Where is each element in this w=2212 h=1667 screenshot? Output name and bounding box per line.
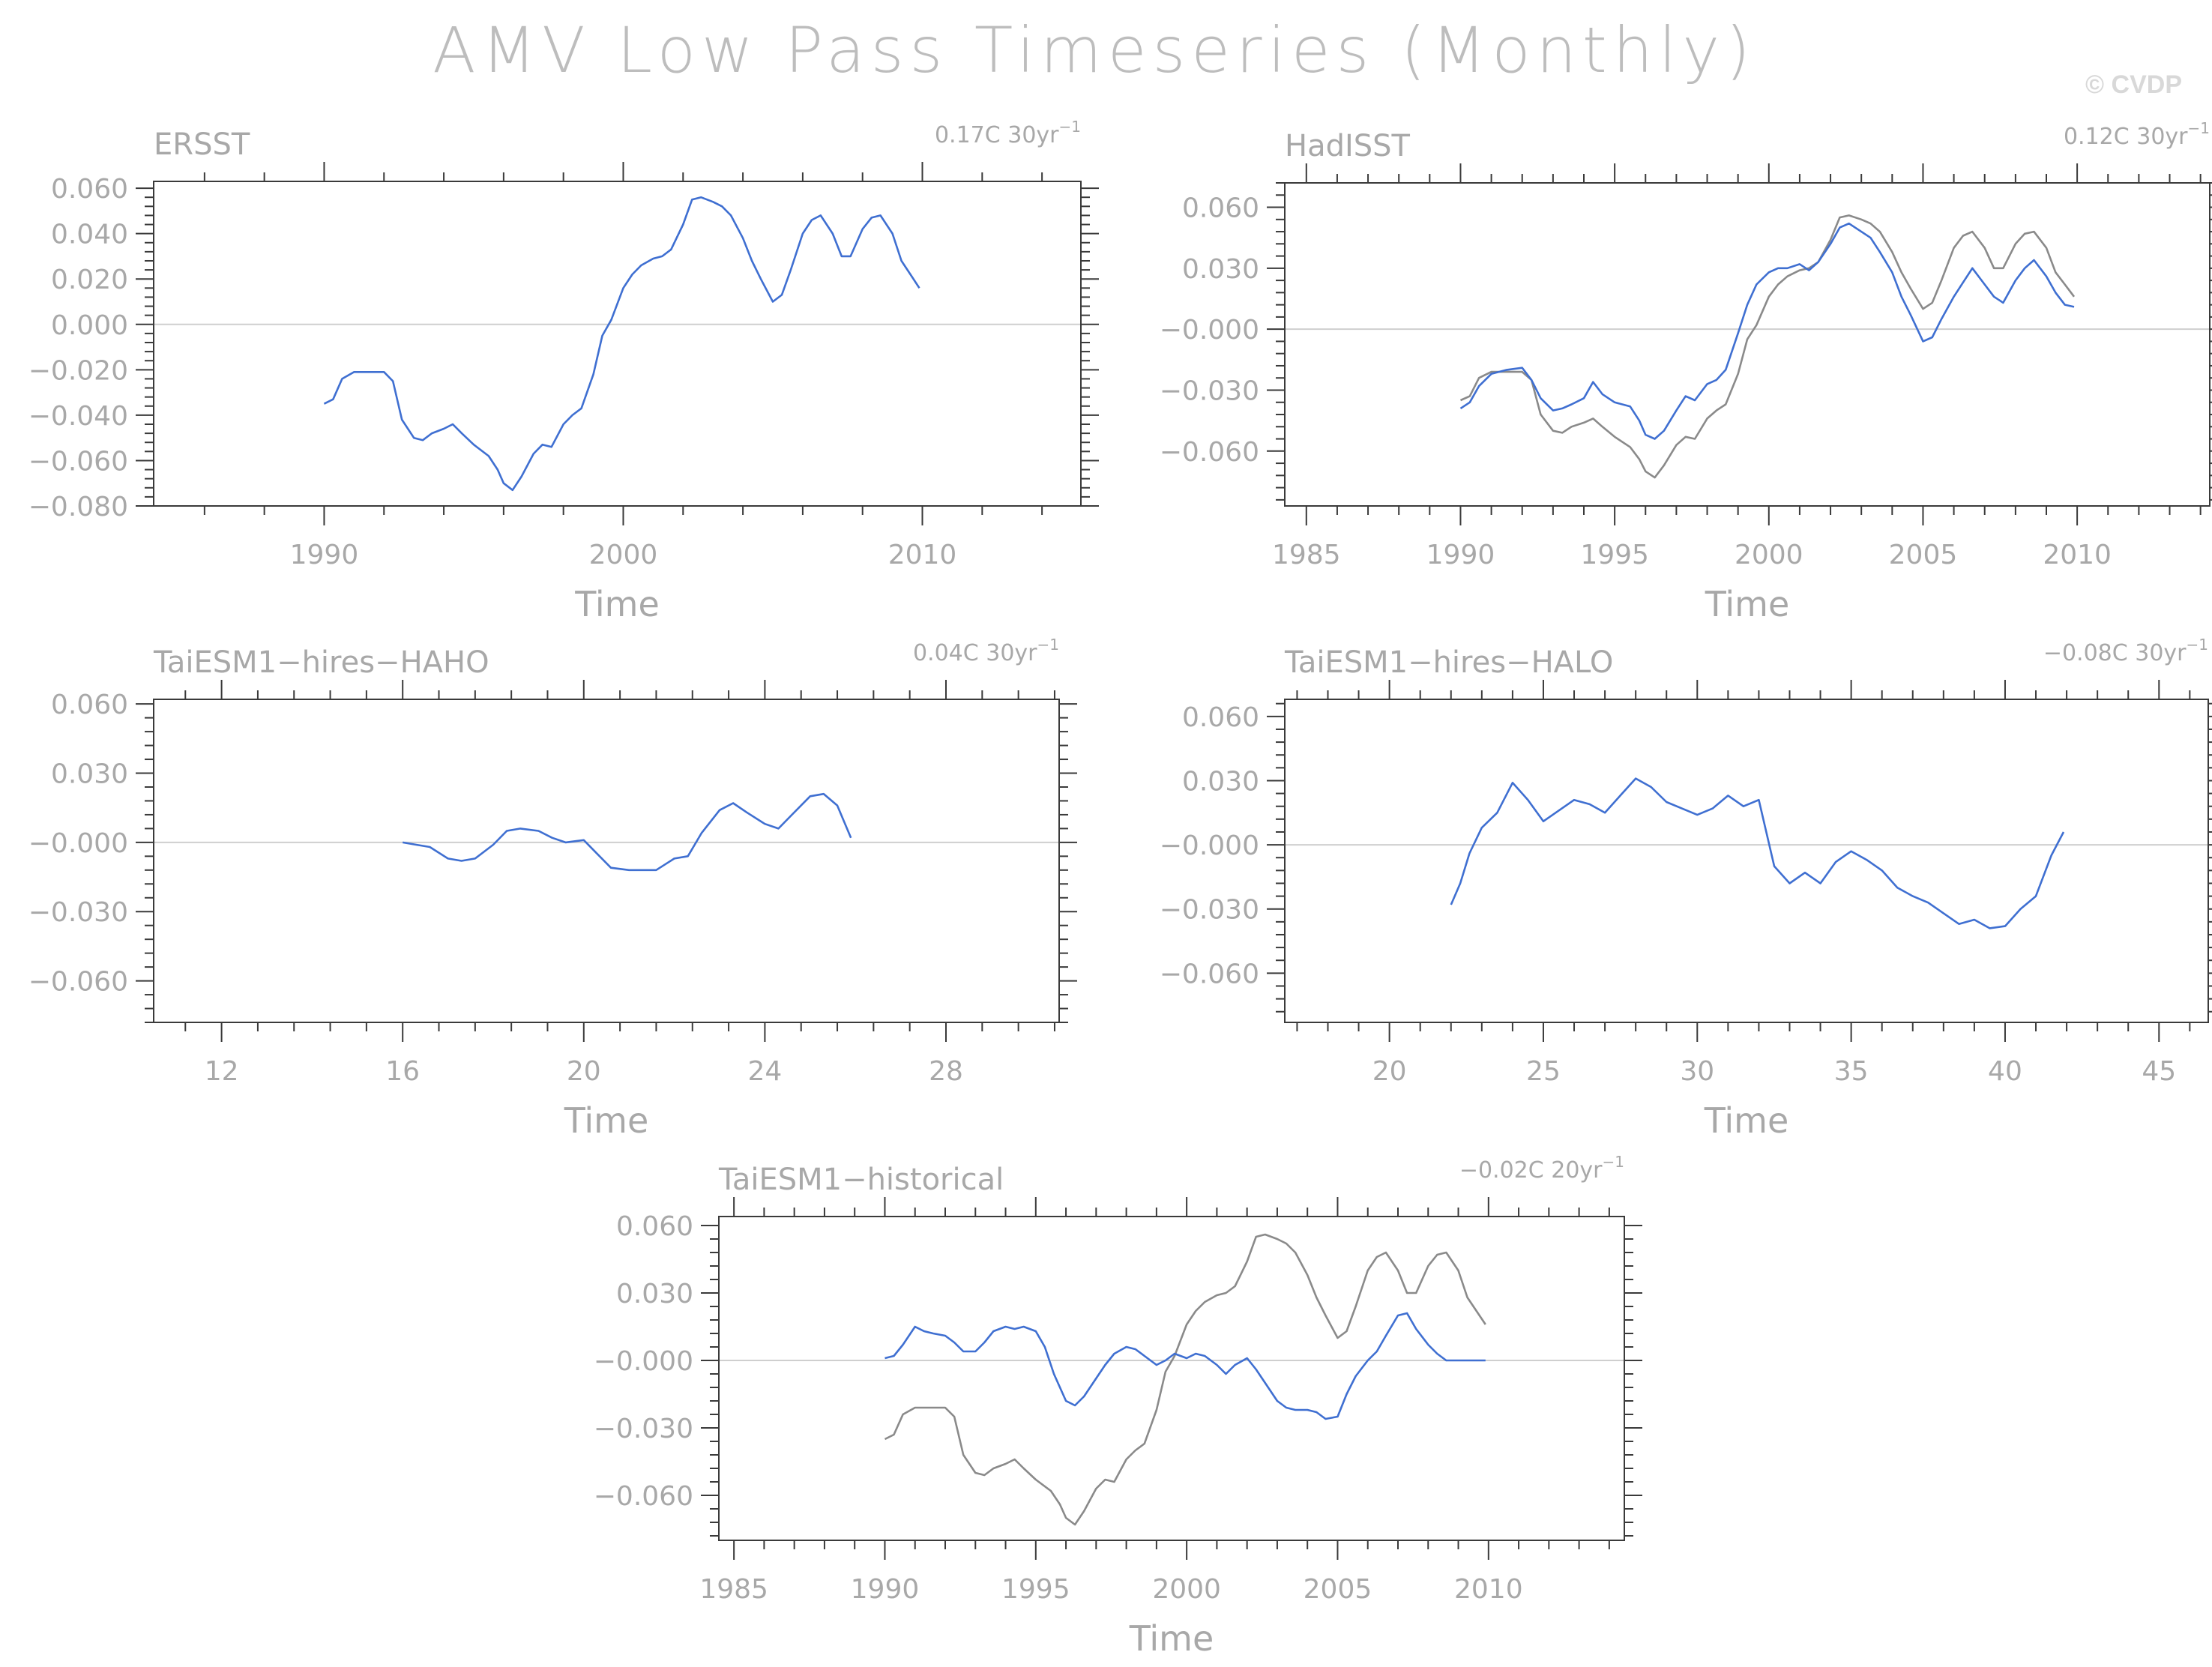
y-tick-label: −0.030 xyxy=(594,1414,693,1444)
trend-exponent: −1 xyxy=(1059,118,1081,136)
y-tick-label: 0.060 xyxy=(1182,702,1259,733)
trend-label: −0.02C 20yr−1 xyxy=(1459,1153,1624,1184)
x-tick-label: 30 xyxy=(1680,1056,1714,1087)
x-tick-label: 2010 xyxy=(888,540,957,570)
panel-title: TaiESM1−hires−HAHO xyxy=(153,645,489,680)
panel-title: TaiESM1−hires−HALO xyxy=(1284,645,1613,680)
y-tick-label: 0.000 xyxy=(51,310,128,341)
trend-value: 0.12C 30yr xyxy=(2064,124,2188,150)
x-tick-label: 2000 xyxy=(1735,540,1803,570)
x-tick-label: 1985 xyxy=(699,1574,768,1605)
x-tick-label: 2000 xyxy=(589,540,658,570)
panel-title: TaiESM1−historical xyxy=(718,1163,1004,1197)
y-tick-label: −0.030 xyxy=(1160,376,1259,406)
x-tick-label: 35 xyxy=(1834,1056,1869,1087)
y-tick-label: −0.000 xyxy=(1160,315,1259,346)
y-tick-label: 0.030 xyxy=(51,759,128,790)
figure-title: AMV Low Pass Timeseries (Monthly) xyxy=(433,13,1756,87)
x-tick-label: 16 xyxy=(385,1056,420,1087)
x-tick-label: 2010 xyxy=(1454,1574,1523,1605)
series-line xyxy=(1450,777,2065,929)
y-tick-label: 0.040 xyxy=(51,220,128,250)
panel-taiesm1-hires-haho: 0.060 0.030 −0.000 −0.030 −0.060 12 16 20 24 28 Ti… xyxy=(28,636,1077,1141)
x-axis-title: Time xyxy=(1705,584,1790,624)
y-tick-label: 0.030 xyxy=(1182,766,1259,797)
trend-value: −0.08C 30yr xyxy=(2043,640,2187,666)
x-tick-label: 20 xyxy=(1372,1056,1407,1087)
x-tick-label: 24 xyxy=(747,1056,782,1087)
trend-exponent: −1 xyxy=(2187,636,2208,654)
x-axis-title: Time xyxy=(1129,1618,1214,1659)
y-tick-label: 0.060 xyxy=(616,1211,693,1242)
x-tick-label: 2005 xyxy=(1304,1574,1372,1605)
reference-series-line xyxy=(1459,214,2076,479)
x-axis-title: Time xyxy=(574,584,660,624)
trend-label: 0.17C 30yr−1 xyxy=(935,118,1081,148)
trend-value: 0.17C 30yr xyxy=(935,122,1059,148)
y-tick-label: −0.000 xyxy=(28,828,128,859)
trend-value: 0.04C 30yr xyxy=(913,640,1037,666)
y-tick-label: −0.060 xyxy=(594,1481,693,1512)
series-line xyxy=(323,196,920,492)
y-tick-label: −0.040 xyxy=(28,401,128,432)
x-axis-title: Time xyxy=(1704,1100,1789,1141)
y-tick-label: −0.060 xyxy=(28,446,128,477)
x-tick-label: 2000 xyxy=(1152,1574,1221,1605)
plot-frame xyxy=(718,1216,1625,1541)
y-tick-label: 0.060 xyxy=(51,690,128,720)
x-tick-label: 1995 xyxy=(1001,1574,1070,1605)
trend-label: −0.08C 30yr−1 xyxy=(2043,636,2208,666)
y-tick-label: −0.000 xyxy=(594,1346,693,1377)
plot-frame xyxy=(1284,182,2211,507)
y-tick-label: −0.020 xyxy=(28,355,128,386)
trend-exponent: −1 xyxy=(2188,119,2210,137)
y-tick-label: −0.000 xyxy=(1160,831,1259,861)
reference-series-line xyxy=(884,1233,1486,1526)
x-tick-label: 40 xyxy=(1988,1056,2022,1087)
x-tick-label: 2010 xyxy=(2043,540,2112,570)
y-tick-label: −0.080 xyxy=(28,492,128,522)
x-tick-label: 1990 xyxy=(290,540,359,570)
trend-exponent: −1 xyxy=(1037,636,1059,654)
x-tick-label: 1990 xyxy=(1426,540,1495,570)
y-tick-label: 0.060 xyxy=(1182,193,1259,224)
x-tick-label: 1990 xyxy=(851,1574,920,1605)
x-tick-label: 20 xyxy=(567,1056,601,1087)
panel-taiesm1-hires-halo: 0.060 0.030 −0.000 −0.030 −0.060 20 25 30 35 40 45… xyxy=(1160,636,2212,1141)
trend-label: 0.04C 30yr−1 xyxy=(913,636,1059,666)
series-line xyxy=(402,792,852,872)
y-tick-label: −0.060 xyxy=(28,967,128,998)
x-tick-label: 1985 xyxy=(1272,540,1341,570)
y-tick-label: −0.030 xyxy=(28,897,128,928)
y-tick-label: 0.020 xyxy=(51,265,128,295)
plot-frame xyxy=(1284,699,2209,1023)
panel-title: HadISST xyxy=(1285,129,1411,163)
x-axis-title: Time xyxy=(564,1100,649,1141)
credit-label: © CVDP xyxy=(2085,70,2182,99)
y-tick-label: 0.030 xyxy=(1182,254,1259,285)
x-tick-label: 45 xyxy=(2142,1056,2176,1087)
y-tick-label: 0.060 xyxy=(51,174,128,205)
series-line xyxy=(1459,222,2075,440)
panel-taiesm1-historical: 0.060 0.030 −0.000 −0.030 −0.060 1985 1990 1995… xyxy=(594,1153,1642,1659)
panel-ersst: 0.060 0.040 0.020 0.000 −0.020 −0.040 −0.060 −0… xyxy=(28,118,1099,624)
plot-frame xyxy=(153,699,1060,1023)
x-tick-label: 25 xyxy=(1526,1056,1561,1087)
y-tick-label: −0.060 xyxy=(1160,437,1259,468)
y-tick-label: 0.030 xyxy=(616,1279,693,1309)
trend-label: 0.12C 30yr−1 xyxy=(2064,119,2210,150)
x-tick-label: 2005 xyxy=(1889,540,1958,570)
series-line xyxy=(885,1312,1486,1420)
trend-value: −0.02C 20yr xyxy=(1459,1157,1603,1184)
x-tick-label: 12 xyxy=(205,1056,239,1087)
y-tick-label: −0.060 xyxy=(1160,959,1259,989)
panel-hadisst: 0.060 0.030 −0.000 −0.030 −0.060 1985 1990 1995… xyxy=(1160,119,2212,624)
panel-title: ERSST xyxy=(154,127,250,162)
plot-frame xyxy=(153,181,1082,507)
y-tick-label: −0.030 xyxy=(1160,895,1259,926)
x-tick-label: 1995 xyxy=(1580,540,1649,570)
x-tick-label: 28 xyxy=(929,1056,963,1087)
trend-exponent: −1 xyxy=(1603,1153,1624,1171)
